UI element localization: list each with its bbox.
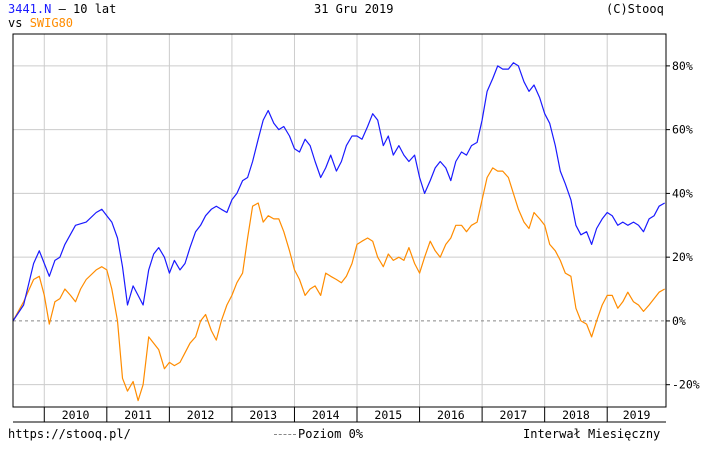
- series-line-swig80: [12, 167, 665, 402]
- interval-label[interactable]: Interwał Miesięczny: [523, 427, 661, 441]
- x-tick-label: 2018: [562, 408, 590, 422]
- y-tick-label: 0%: [672, 314, 686, 328]
- vs-label: vs: [8, 16, 30, 30]
- y-tick-label: 80%: [672, 59, 693, 73]
- baseline-legend-label: Poziom 0%: [298, 427, 364, 441]
- y-tick-label: 20%: [672, 250, 693, 264]
- x-tick-label: 2017: [500, 408, 528, 422]
- y-tick-label: -20%: [672, 378, 700, 392]
- chart-date: 31 Gru 2019: [314, 2, 394, 16]
- series-lines: [12, 62, 665, 402]
- y-axis: -20% 0% 20% 40% 60% 80%: [666, 59, 700, 392]
- x-tick-label: 2011: [124, 408, 152, 422]
- plot-area: [13, 34, 666, 407]
- series-line-3441n: [12, 62, 665, 322]
- source-url[interactable]: https://stooq.pl/: [8, 427, 131, 441]
- y-tick-label: 40%: [672, 186, 693, 200]
- grid: [13, 34, 666, 407]
- y-tick-label: 60%: [672, 123, 693, 137]
- symbol-label[interactable]: 3441.N: [8, 2, 52, 16]
- baseline-legend-dash: [274, 434, 296, 435]
- copyright-label: (C)Stooq: [606, 2, 664, 16]
- symbol-period-text: – 10 lat: [51, 2, 117, 16]
- x-tick-label: 2015: [374, 408, 402, 422]
- x-axis: 2010 2011 2012 2013 2014 2015 2016 2017 2018 2019: [43, 407, 651, 422]
- x-tick-label: 2019: [623, 408, 651, 422]
- plot-frame: [12, 33, 667, 408]
- x-tick-label: 2010: [62, 408, 90, 422]
- x-tick-label: 2014: [312, 408, 340, 422]
- x-tick-label: 2016: [437, 408, 465, 422]
- compare-symbol-label[interactable]: SWIG80: [29, 16, 74, 30]
- x-tick-label: 2013: [249, 408, 277, 422]
- x-tick-label: 2012: [187, 408, 215, 422]
